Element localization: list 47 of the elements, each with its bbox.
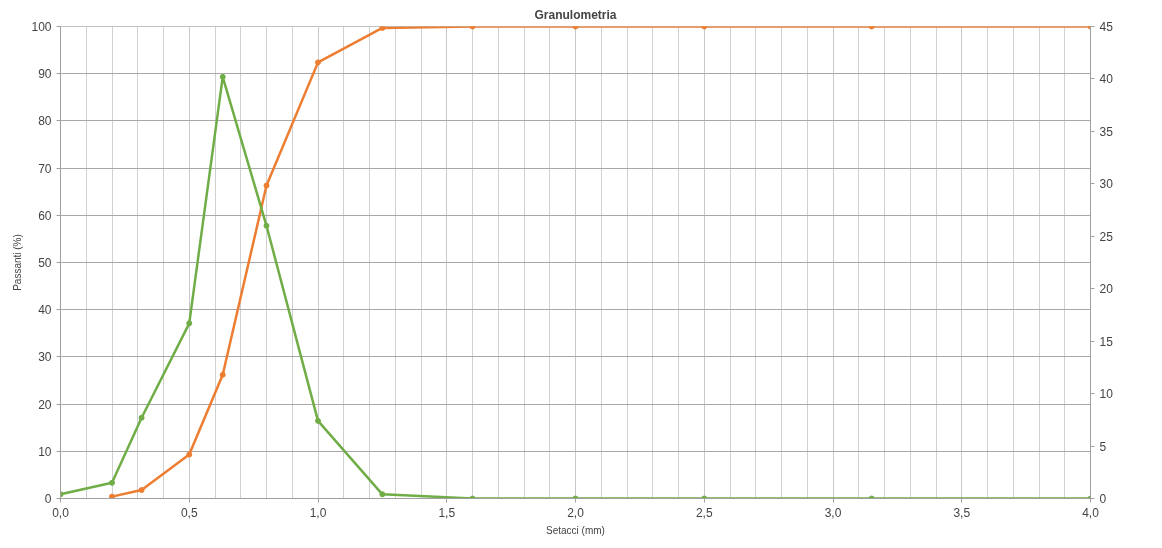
point (263, 182, 270, 189)
x-tick-label: 0,5 (180, 505, 198, 520)
point (263, 222, 270, 229)
point (379, 491, 386, 498)
y-tick-label: 80 (38, 114, 52, 129)
point (315, 417, 321, 424)
point (109, 493, 115, 499)
x-tick-label: 3,0 (824, 505, 842, 520)
point (219, 371, 226, 378)
x-tick-label: 2,5 (695, 505, 713, 520)
x-tick-label: 4,0 (1082, 505, 1100, 520)
x-tick-label: 2,0 (567, 505, 585, 520)
x-tick-label: 3,5 (953, 505, 971, 520)
y2-tick-label: 10 (1099, 387, 1114, 402)
point (219, 73, 226, 80)
y2-tick-label: 45 (1099, 20, 1114, 34)
point (186, 451, 193, 458)
y-tick-label: 20 (38, 397, 52, 412)
y2-tick-label: 30 (1099, 177, 1114, 192)
point (315, 59, 321, 66)
y-tick-label: 30 (38, 350, 52, 365)
y2-tick-label: 15 (1099, 334, 1114, 349)
y-tick-label: 90 (38, 67, 52, 82)
y2-tick-label: 5 (1099, 439, 1107, 454)
point (186, 320, 193, 327)
y2-tick-label: 20 (1099, 282, 1114, 297)
x-tick-label: 1,5 (438, 505, 456, 520)
y-tick-label: 10 (38, 444, 52, 459)
y2-tick-label: 0 (1099, 492, 1107, 506)
point (138, 487, 145, 493)
point (379, 26, 386, 31)
y-tick-label: 50 (38, 256, 52, 270)
y-tick-label: 40 (38, 303, 52, 318)
chart-title: Granulometria (534, 7, 617, 22)
y-tick-label: 70 (38, 161, 52, 176)
y-axis-title: Passanti (%) (12, 234, 24, 291)
x-tick-label: 0,0 (52, 505, 70, 520)
y-tick-label: 60 (38, 208, 52, 223)
y-tick-label: 0 (44, 492, 52, 506)
point (109, 479, 115, 486)
point (138, 414, 145, 421)
y-tick-label: 100 (31, 20, 52, 34)
x-axis-title: Setacci (mm) (546, 524, 605, 536)
y2-tick-label: 25 (1099, 229, 1114, 244)
x-tick-label: 1,0 (309, 505, 327, 520)
y2-tick-label: 35 (1099, 124, 1114, 139)
y2-tick-label: 40 (1099, 72, 1114, 87)
